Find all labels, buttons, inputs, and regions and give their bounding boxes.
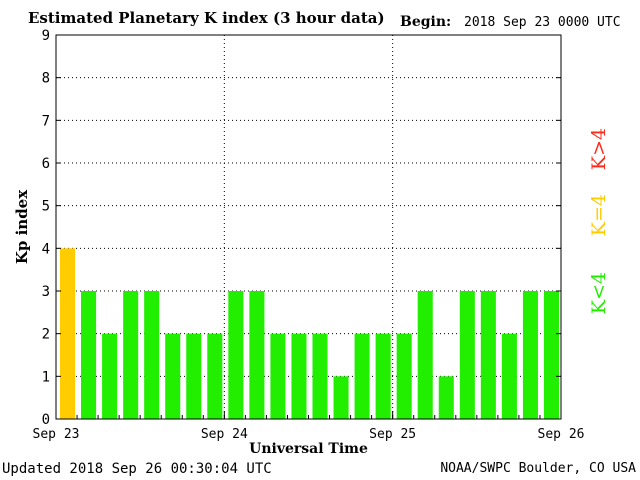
kp-bar	[291, 333, 307, 419]
y-tick-label: 2	[42, 327, 50, 343]
kp-bar	[165, 333, 181, 419]
x-axis-label: Universal Time	[249, 441, 368, 457]
legend-k-equal-4: K=4	[588, 193, 610, 237]
legend-k-greater-4: K>4	[588, 127, 610, 171]
kp-bar	[228, 291, 244, 419]
x-tick-label: Sep 23	[33, 427, 80, 442]
y-tick-label: 4	[42, 241, 50, 257]
kp-bar	[417, 291, 433, 419]
kp-bar	[60, 248, 76, 419]
y-tick-label: 9	[42, 28, 50, 44]
kp-bar	[186, 333, 202, 419]
kp-bar	[438, 376, 454, 419]
kp-bar	[81, 291, 97, 419]
x-tick-label: Sep 25	[369, 427, 416, 442]
y-tick-label: 6	[42, 156, 50, 172]
y-tick-label: 5	[42, 199, 50, 215]
y-tick-label: 1	[42, 369, 50, 385]
kp-bar	[396, 333, 412, 419]
updated-timestamp: Updated 2018 Sep 26 00:30:04 UTC	[2, 461, 272, 477]
y-tick-label: 0	[42, 412, 50, 428]
kp-bar	[480, 291, 496, 419]
y-tick-label: 8	[42, 71, 50, 87]
kp-bar	[354, 333, 370, 419]
kp-bar	[312, 333, 328, 419]
kp-bar	[249, 291, 265, 419]
kp-bar	[522, 291, 538, 419]
kp-bar	[543, 291, 559, 419]
source-credit: NOAA/SWPC Boulder, CO USA	[440, 461, 636, 476]
kp-bar	[270, 333, 286, 419]
kp-bar	[501, 333, 517, 419]
kp-bar	[207, 333, 223, 419]
begin-value: 2018 Sep 23 0000 UTC	[464, 15, 621, 30]
kp-bar	[375, 333, 391, 419]
kp-bar	[123, 291, 139, 419]
y-axis-label: Kp index	[13, 189, 31, 264]
x-tick-label: Sep 26	[538, 427, 585, 442]
y-tick-label: 7	[42, 113, 50, 129]
kp-bar	[102, 333, 118, 419]
begin-label: Begin:	[400, 14, 452, 30]
x-tick-label: Sep 24	[201, 427, 248, 442]
kp-bar	[333, 376, 349, 419]
kp-bar	[144, 291, 160, 419]
chart-title: Estimated Planetary K index (3 hour data…	[28, 9, 385, 27]
legend-k-less-4: K<4	[588, 271, 610, 315]
kp-bar	[459, 291, 475, 419]
y-tick-label: 3	[42, 284, 50, 300]
